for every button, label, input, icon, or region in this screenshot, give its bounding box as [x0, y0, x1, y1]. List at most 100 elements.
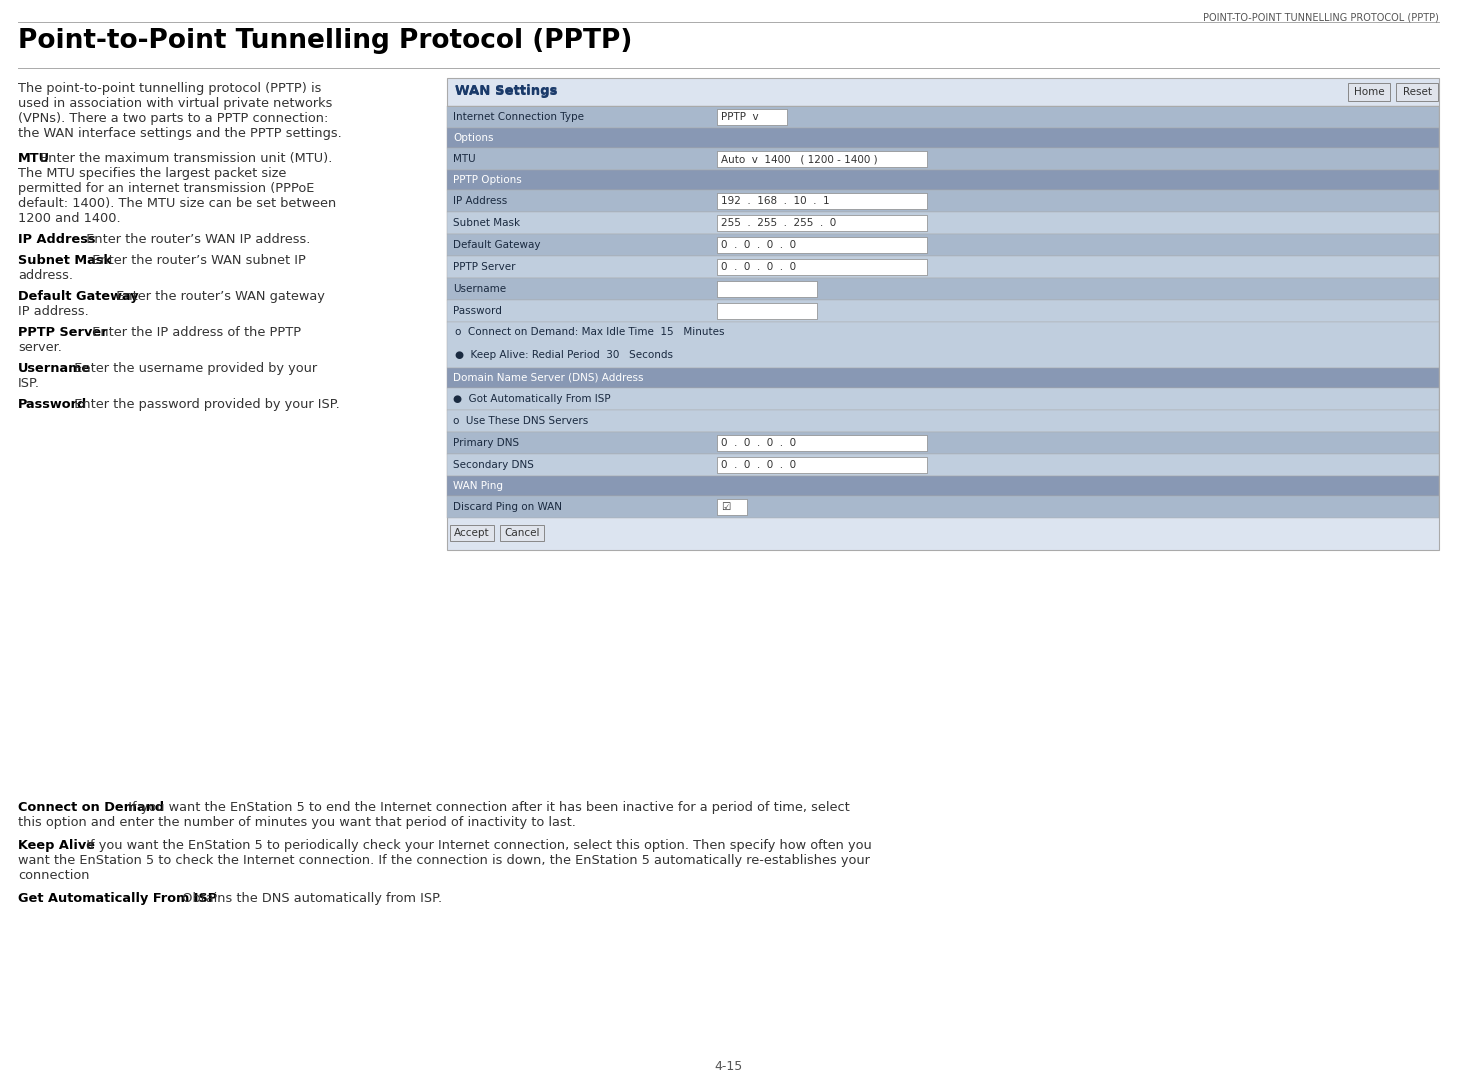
FancyBboxPatch shape	[447, 410, 1440, 432]
Text: 0  .  0  .  0  .  0: 0 . 0 . 0 . 0	[721, 437, 796, 448]
Text: 192  .  168  .  10  .  1: 192 . 168 . 10 . 1	[721, 196, 829, 206]
Text: permitted for an internet transmission (PPPoE: permitted for an internet transmission (…	[17, 182, 315, 195]
FancyBboxPatch shape	[717, 457, 927, 473]
FancyBboxPatch shape	[717, 499, 747, 515]
FancyBboxPatch shape	[447, 368, 1440, 388]
FancyBboxPatch shape	[717, 259, 927, 275]
Text: PPTP Options: PPTP Options	[453, 175, 522, 185]
Text: Keep Alive: Keep Alive	[17, 839, 95, 852]
FancyBboxPatch shape	[447, 77, 1440, 550]
Text: IP address.: IP address.	[17, 305, 89, 317]
Text: MTU: MTU	[17, 152, 50, 165]
Text: Primary DNS: Primary DNS	[453, 437, 519, 448]
FancyBboxPatch shape	[447, 496, 1440, 518]
Text: WAN Settings: WAN Settings	[455, 85, 558, 98]
Text: Password: Password	[453, 305, 501, 316]
Text: Reset: Reset	[1403, 87, 1431, 97]
FancyBboxPatch shape	[447, 432, 1440, 454]
Text: Enter the IP address of the PPTP: Enter the IP address of the PPTP	[85, 326, 302, 339]
Text: POINT-TO-POINT TUNNELLING PROTOCOL (PPTP): POINT-TO-POINT TUNNELLING PROTOCOL (PPTP…	[1203, 12, 1440, 22]
FancyBboxPatch shape	[717, 151, 927, 167]
Text: default: 1400). The MTU size can be set between: default: 1400). The MTU size can be set …	[17, 197, 337, 209]
Text: Username: Username	[453, 284, 506, 293]
FancyBboxPatch shape	[717, 193, 927, 209]
Text: want the EnStation 5 to check the Internet connection. If the connection is down: want the EnStation 5 to check the Intern…	[17, 854, 870, 867]
Text: o  Use These DNS Servers: o Use These DNS Servers	[453, 416, 589, 425]
Text: Home: Home	[1354, 87, 1384, 97]
Text: Enter the router’s WAN IP address.: Enter the router’s WAN IP address.	[79, 233, 310, 245]
FancyBboxPatch shape	[717, 303, 817, 319]
FancyBboxPatch shape	[450, 525, 494, 541]
FancyBboxPatch shape	[717, 215, 927, 231]
Text: Enter the password provided by your ISP.: Enter the password provided by your ISP.	[66, 398, 339, 411]
Text: PPTP  v: PPTP v	[721, 112, 759, 122]
Text: Point-to-Point Tunnelling Protocol (PPTP): Point-to-Point Tunnelling Protocol (PPTP…	[17, 28, 632, 53]
Text: (VPNs). There a two parts to a PPTP connection:: (VPNs). There a two parts to a PPTP conn…	[17, 112, 328, 125]
Text: If you want the EnStation 5 to periodically check your Internet connection, sele: If you want the EnStation 5 to periodica…	[79, 839, 871, 852]
Text: PPTP Server: PPTP Server	[453, 262, 516, 272]
FancyBboxPatch shape	[447, 106, 1440, 128]
Text: ☑: ☑	[721, 502, 730, 512]
Text: Accept: Accept	[455, 528, 490, 538]
Text: 4-15: 4-15	[714, 1060, 743, 1074]
Text: Get Automatically From ISP: Get Automatically From ISP	[17, 892, 217, 906]
Text: Enter the maximum transmission unit (MTU).: Enter the maximum transmission unit (MTU…	[36, 152, 332, 165]
FancyBboxPatch shape	[447, 256, 1440, 278]
Text: Subnet Mask: Subnet Mask	[453, 218, 520, 228]
Text: IP Address: IP Address	[453, 196, 507, 206]
Text: Cancel: Cancel	[504, 528, 539, 538]
Text: o  Connect on Demand: Max Idle Time  15   Minutes: o Connect on Demand: Max Idle Time 15 Mi…	[455, 327, 724, 337]
Text: Domain Name Server (DNS) Address: Domain Name Server (DNS) Address	[453, 373, 644, 383]
Text: Enter the router’s WAN gateway: Enter the router’s WAN gateway	[108, 290, 325, 303]
Text: Discard Ping on WAN: Discard Ping on WAN	[453, 502, 562, 512]
Text: 0  .  0  .  0  .  0: 0 . 0 . 0 . 0	[721, 460, 796, 470]
Text: server.: server.	[17, 341, 61, 353]
Text: Secondary DNS: Secondary DNS	[453, 460, 533, 470]
Text: 0  .  0  .  0  .  0: 0 . 0 . 0 . 0	[721, 262, 796, 272]
Text: Auto  v  1400   ( 1200 - 1400 ): Auto v 1400 ( 1200 - 1400 )	[721, 154, 877, 164]
Text: Internet Connection Type: Internet Connection Type	[453, 112, 584, 122]
Text: The MTU specifies the largest packet size: The MTU specifies the largest packet siz…	[17, 167, 287, 180]
Text: Enter the router’s WAN subnet IP: Enter the router’s WAN subnet IP	[85, 254, 306, 267]
FancyBboxPatch shape	[717, 435, 927, 451]
Text: ●  Keep Alive: Redial Period  30   Seconds: ● Keep Alive: Redial Period 30 Seconds	[455, 350, 673, 360]
Text: Default Gateway: Default Gateway	[453, 240, 541, 250]
Text: 255  .  255  .  255  .  0: 255 . 255 . 255 . 0	[721, 218, 836, 228]
Text: 1200 and 1400.: 1200 and 1400.	[17, 212, 121, 225]
Text: The point-to-point tunnelling protocol (PPTP) is: The point-to-point tunnelling protocol (…	[17, 82, 322, 95]
Text: Enter the username provided by your: Enter the username provided by your	[66, 362, 318, 375]
FancyBboxPatch shape	[447, 476, 1440, 496]
Text: Username: Username	[17, 362, 92, 375]
Text: IP Address: IP Address	[17, 233, 96, 245]
Text: Connect on Demand: Connect on Demand	[17, 801, 165, 814]
Text: ●  Got Automatically From ISP: ● Got Automatically From ISP	[453, 394, 610, 404]
FancyBboxPatch shape	[1396, 83, 1438, 101]
FancyBboxPatch shape	[447, 128, 1440, 148]
Text: address.: address.	[17, 269, 73, 281]
Text: If you want the EnStation 5 to end the Internet connection after it has been ina: If you want the EnStation 5 to end the I…	[119, 801, 849, 814]
Text: WAN Settings: WAN Settings	[455, 84, 558, 97]
FancyBboxPatch shape	[500, 525, 543, 541]
Text: connection: connection	[17, 870, 89, 882]
Text: ISP.: ISP.	[17, 377, 39, 389]
Text: Password: Password	[17, 398, 87, 411]
Text: 0  .  0  .  0  .  0: 0 . 0 . 0 . 0	[721, 240, 796, 250]
FancyBboxPatch shape	[447, 300, 1440, 322]
Text: Subnet Mask: Subnet Mask	[17, 254, 112, 267]
FancyBboxPatch shape	[447, 233, 1440, 256]
Text: PPTP Server: PPTP Server	[17, 326, 108, 339]
FancyBboxPatch shape	[717, 109, 787, 125]
Text: used in association with virtual private networks: used in association with virtual private…	[17, 97, 332, 110]
FancyBboxPatch shape	[447, 190, 1440, 212]
FancyBboxPatch shape	[717, 237, 927, 253]
FancyBboxPatch shape	[1348, 83, 1390, 101]
Text: WAN Ping: WAN Ping	[453, 481, 503, 491]
FancyBboxPatch shape	[447, 148, 1440, 170]
Text: Obtains the DNS automatically from ISP.: Obtains the DNS automatically from ISP.	[173, 892, 441, 906]
FancyBboxPatch shape	[447, 170, 1440, 190]
Text: Options: Options	[453, 133, 494, 143]
FancyBboxPatch shape	[447, 278, 1440, 300]
FancyBboxPatch shape	[717, 281, 817, 297]
Text: Default Gateway: Default Gateway	[17, 290, 138, 303]
Text: the WAN interface settings and the PPTP settings.: the WAN interface settings and the PPTP …	[17, 127, 342, 140]
